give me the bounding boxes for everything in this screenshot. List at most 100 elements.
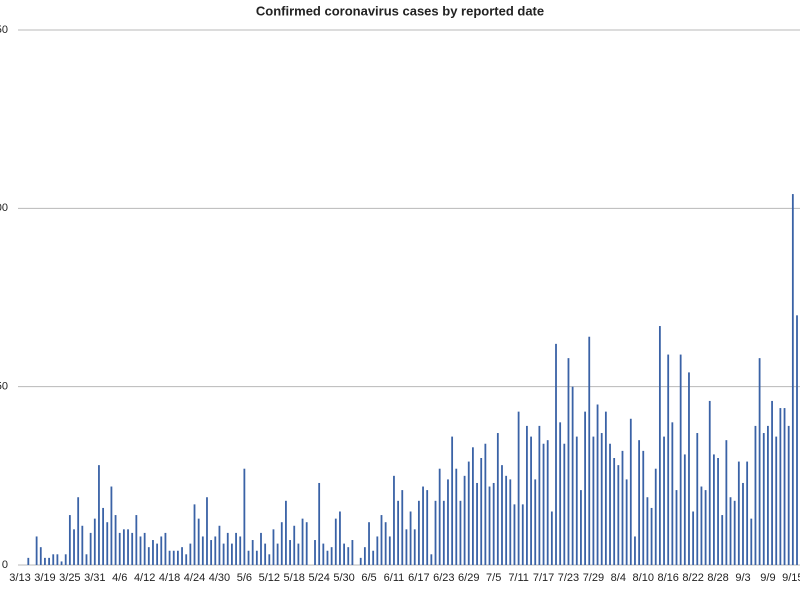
bar <box>688 372 690 565</box>
x-tick-label: 9/9 <box>760 572 775 584</box>
bar <box>60 561 63 565</box>
bar <box>351 540 354 565</box>
x-tick-label: 8/28 <box>707 572 728 584</box>
x-tick-label: 7/29 <box>583 572 604 584</box>
x-tick-label: 6/5 <box>361 572 376 584</box>
bar <box>110 486 113 565</box>
bar <box>322 543 325 565</box>
bar <box>430 554 433 565</box>
bar <box>717 458 719 565</box>
bar <box>93 518 96 565</box>
bar <box>64 554 67 565</box>
bar <box>181 547 183 565</box>
bar <box>787 425 790 565</box>
x-tick-label: 8/22 <box>682 572 703 584</box>
bar <box>609 443 611 565</box>
x-tick-label: 7/23 <box>558 572 579 584</box>
bar <box>451 436 454 565</box>
x-tick-label: 8/4 <box>611 572 626 584</box>
bar <box>671 422 674 565</box>
bar <box>343 543 345 565</box>
bar <box>505 475 508 565</box>
bar <box>301 518 304 565</box>
x-tick-label: 3/25 <box>59 572 80 584</box>
bar <box>484 443 487 565</box>
bar <box>297 543 300 565</box>
bar <box>584 411 586 565</box>
bar <box>472 447 474 565</box>
y-tick-label: 0 <box>2 559 8 571</box>
bar <box>679 354 682 565</box>
bar <box>575 436 578 565</box>
bar <box>218 525 221 565</box>
bar <box>438 468 441 565</box>
bar <box>546 440 549 565</box>
bar <box>39 547 42 565</box>
bar <box>634 536 636 565</box>
bar <box>289 540 291 565</box>
bar <box>347 547 350 565</box>
bar <box>164 532 167 565</box>
bar <box>696 433 699 565</box>
bar <box>480 458 483 565</box>
bar <box>783 408 786 565</box>
bar <box>189 543 192 565</box>
bar <box>700 486 703 565</box>
bar <box>463 475 466 565</box>
bar <box>729 497 732 565</box>
bar <box>501 465 503 565</box>
bar <box>534 479 537 565</box>
x-tick-label: 8/10 <box>633 572 654 584</box>
bar <box>52 554 55 565</box>
bar <box>559 422 562 565</box>
x-tick-label: 7/5 <box>486 572 501 584</box>
bar <box>127 529 129 565</box>
x-tick-label: 4/24 <box>184 572 205 584</box>
bar <box>339 511 341 565</box>
bar <box>596 404 599 565</box>
x-tick-label: 5/30 <box>333 572 354 584</box>
bar <box>135 515 138 565</box>
chart-title: Confirmed coronavirus cases by reported … <box>256 3 544 18</box>
bar <box>642 450 645 565</box>
bar <box>176 550 179 565</box>
bar <box>791 194 794 566</box>
bar <box>754 425 757 565</box>
bar <box>667 354 670 565</box>
bar <box>243 468 246 565</box>
bar <box>521 504 524 565</box>
bar <box>567 358 570 565</box>
bar <box>401 490 404 565</box>
bar <box>318 482 321 565</box>
x-tick-label: 4/6 <box>112 572 127 584</box>
y-tick-label: 150 <box>0 24 8 36</box>
bar <box>509 479 512 565</box>
x-tick-label: 4/30 <box>209 572 230 584</box>
bar <box>725 440 728 565</box>
bar <box>393 475 395 565</box>
bar <box>143 532 146 565</box>
bar <box>737 461 740 565</box>
bar <box>542 443 545 565</box>
bar <box>417 500 420 565</box>
bar <box>397 500 400 565</box>
bar <box>305 522 308 565</box>
bar <box>376 536 379 565</box>
bar <box>513 504 516 565</box>
bar <box>98 465 100 565</box>
bar <box>372 550 375 565</box>
bar <box>214 536 217 565</box>
bar <box>526 425 528 565</box>
bar <box>272 529 275 565</box>
bar <box>467 461 470 565</box>
bar <box>35 536 38 565</box>
bar <box>592 436 595 565</box>
x-tick-label: 6/11 <box>384 572 405 584</box>
bar <box>426 490 429 565</box>
bar <box>160 536 163 565</box>
bar <box>106 522 109 565</box>
x-tick-label: 4/18 <box>159 572 180 584</box>
bar <box>625 479 628 565</box>
bar <box>222 543 225 565</box>
